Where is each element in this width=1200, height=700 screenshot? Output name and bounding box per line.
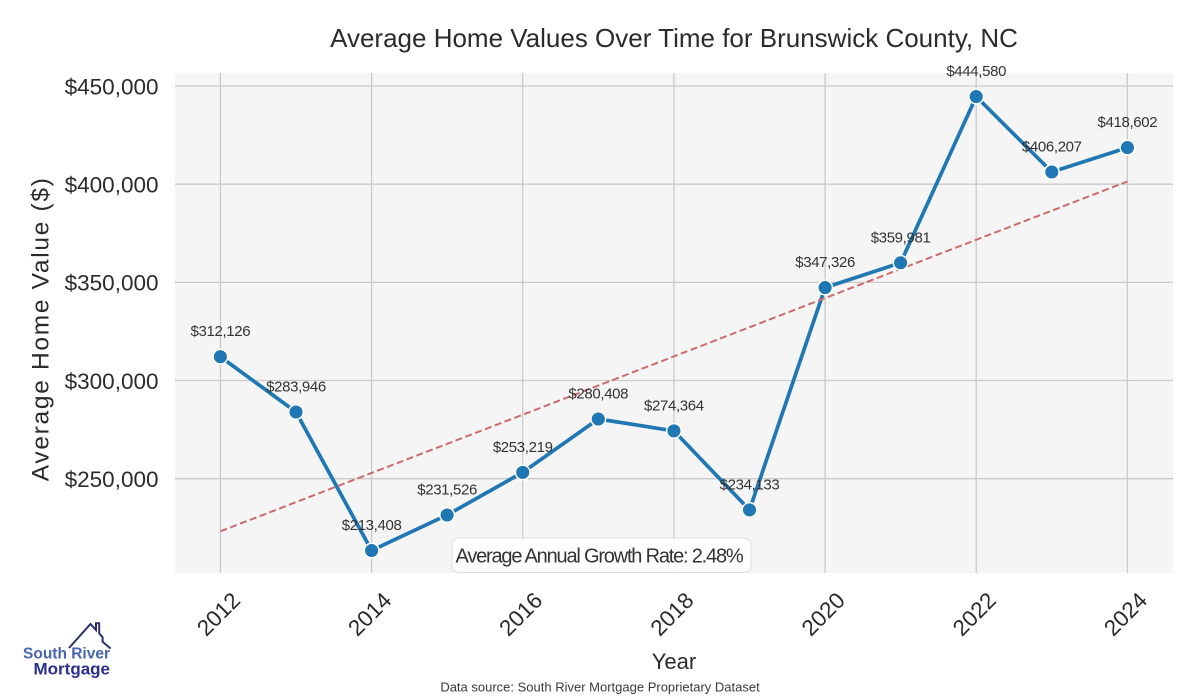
svg-text:$444,580: $444,580 bbox=[946, 63, 1006, 80]
svg-text:Year: Year bbox=[652, 649, 696, 674]
svg-text:$359,981: $359,981 bbox=[871, 229, 931, 246]
svg-text:$418,602: $418,602 bbox=[1098, 114, 1158, 131]
svg-text:$312,126: $312,126 bbox=[191, 323, 251, 340]
svg-text:Average Annual Growth Rate: 2.: Average Annual Growth Rate: 2.48% bbox=[456, 545, 744, 567]
svg-text:$231,526: $231,526 bbox=[417, 482, 477, 499]
svg-text:Average Home Value ($): Average Home Value ($) bbox=[28, 176, 55, 481]
svg-text:$274,364: $274,364 bbox=[644, 397, 704, 414]
svg-text:Average Home Values Over Time: Average Home Values Over Time for Brunsw… bbox=[330, 23, 1018, 53]
svg-text:$406,207: $406,207 bbox=[1022, 139, 1082, 156]
svg-text:$253,219: $253,219 bbox=[493, 439, 553, 456]
svg-text:South River: South River bbox=[23, 646, 110, 663]
svg-text:$234,133: $234,133 bbox=[720, 476, 780, 493]
svg-text:$213,408: $213,408 bbox=[342, 517, 402, 534]
svg-text:$280,408: $280,408 bbox=[568, 386, 628, 403]
svg-text:Mortgage: Mortgage bbox=[34, 660, 111, 679]
svg-text:$450,000: $450,000 bbox=[65, 74, 159, 99]
svg-text:$347,326: $347,326 bbox=[795, 254, 855, 271]
svg-text:$250,000: $250,000 bbox=[65, 467, 159, 492]
svg-text:$400,000: $400,000 bbox=[65, 173, 159, 198]
svg-text:Data source: South River Mortg: Data source: South River Mortgage Propri… bbox=[440, 680, 760, 695]
svg-text:$283,946: $283,946 bbox=[266, 379, 326, 396]
svg-text:$300,000: $300,000 bbox=[65, 369, 159, 394]
svg-text:$350,000: $350,000 bbox=[65, 271, 159, 296]
